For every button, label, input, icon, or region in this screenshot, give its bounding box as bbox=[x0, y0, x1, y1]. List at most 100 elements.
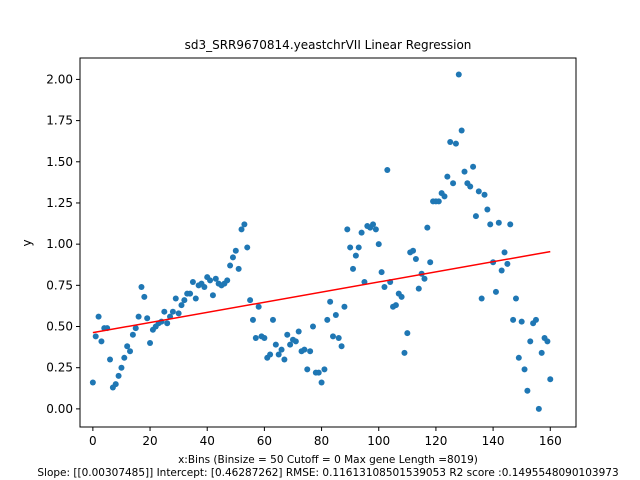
data-point bbox=[512, 295, 519, 302]
data-point bbox=[350, 265, 357, 272]
data-point bbox=[135, 313, 142, 320]
y-axis-ticks: 0.00 0.25 0.50 0.75 1.00 1.25 1.50 1.75 2.00 bbox=[46, 72, 80, 416]
data-point bbox=[307, 348, 314, 355]
y-axis-label: y bbox=[20, 239, 34, 246]
data-point bbox=[475, 188, 482, 195]
data-point bbox=[324, 316, 331, 323]
data-point bbox=[115, 372, 122, 379]
x-tick-label: 120 bbox=[424, 434, 447, 448]
data-point bbox=[121, 354, 128, 361]
data-point bbox=[327, 298, 334, 305]
data-point bbox=[404, 330, 411, 337]
data-point bbox=[515, 354, 522, 361]
data-point bbox=[421, 275, 428, 282]
data-point bbox=[401, 349, 408, 356]
data-point bbox=[358, 229, 365, 236]
data-points bbox=[89, 71, 554, 412]
data-point bbox=[232, 247, 239, 254]
x-tick-label: 100 bbox=[367, 434, 390, 448]
data-point bbox=[332, 311, 339, 318]
data-point bbox=[247, 297, 254, 304]
data-point bbox=[172, 295, 179, 302]
data-point bbox=[224, 277, 231, 284]
data-point bbox=[161, 308, 168, 315]
data-point bbox=[412, 255, 419, 262]
data-point bbox=[518, 318, 525, 325]
x-tick-label: 80 bbox=[314, 434, 329, 448]
data-point bbox=[538, 349, 545, 356]
data-point bbox=[295, 328, 302, 335]
data-point bbox=[375, 241, 382, 248]
data-point bbox=[470, 163, 477, 170]
data-point bbox=[164, 320, 171, 327]
y-tick-label: 0.00 bbox=[46, 402, 73, 416]
data-point bbox=[275, 351, 282, 358]
data-point bbox=[178, 302, 185, 309]
data-point bbox=[341, 303, 348, 310]
data-point bbox=[452, 140, 459, 147]
data-point bbox=[189, 279, 196, 286]
data-point bbox=[527, 338, 534, 345]
data-point bbox=[207, 277, 214, 284]
data-point bbox=[118, 364, 125, 371]
y-tick-label: 1.25 bbox=[46, 196, 73, 210]
x-axis-label: x:Bins (Binsize = 50 Cutoff = 0 Max gene… bbox=[178, 454, 478, 466]
data-point bbox=[352, 252, 359, 259]
data-point bbox=[244, 244, 251, 251]
data-point bbox=[455, 71, 462, 78]
data-point bbox=[507, 221, 514, 228]
data-point bbox=[187, 290, 194, 297]
plot-area bbox=[89, 71, 554, 412]
data-point bbox=[138, 283, 145, 290]
data-point bbox=[444, 173, 451, 180]
data-point bbox=[370, 221, 377, 228]
data-point bbox=[127, 348, 134, 355]
data-point bbox=[547, 376, 554, 383]
x-tick-label: 20 bbox=[142, 434, 157, 448]
data-point bbox=[249, 316, 256, 323]
x-tick-label: 140 bbox=[482, 434, 505, 448]
data-point bbox=[524, 387, 531, 394]
data-point bbox=[392, 302, 399, 309]
data-point bbox=[269, 316, 276, 323]
data-point bbox=[521, 366, 528, 373]
data-point bbox=[309, 323, 316, 330]
data-point bbox=[458, 127, 465, 134]
chart-title: sd3_SRR9670814.yeastchrVII Linear Regres… bbox=[185, 38, 472, 52]
regression-stats-footer: Slope: [[0.00307485]] Intercept: [0.4628… bbox=[37, 467, 618, 479]
data-point bbox=[321, 366, 328, 373]
data-point bbox=[201, 283, 208, 290]
data-point bbox=[284, 331, 291, 338]
regression-line-group bbox=[92, 250, 551, 334]
data-point bbox=[481, 191, 488, 198]
data-point bbox=[267, 351, 274, 358]
data-point bbox=[229, 254, 236, 261]
data-point bbox=[112, 381, 119, 388]
data-point bbox=[415, 285, 422, 292]
data-point bbox=[175, 310, 182, 317]
data-point bbox=[95, 313, 102, 320]
data-point bbox=[495, 219, 502, 226]
data-point bbox=[344, 226, 351, 233]
data-point bbox=[107, 356, 114, 363]
data-point bbox=[461, 168, 468, 175]
data-point bbox=[544, 338, 551, 345]
data-point bbox=[281, 356, 288, 363]
data-point bbox=[378, 269, 385, 276]
y-tick-label: 0.50 bbox=[46, 320, 73, 334]
data-point bbox=[287, 341, 294, 348]
data-point bbox=[381, 283, 388, 290]
data-point bbox=[372, 226, 379, 233]
data-point bbox=[450, 180, 457, 187]
data-point bbox=[472, 213, 479, 220]
data-point bbox=[347, 244, 354, 251]
data-point bbox=[278, 346, 285, 353]
data-point bbox=[535, 405, 542, 412]
data-point bbox=[212, 275, 219, 282]
data-point bbox=[435, 198, 442, 205]
data-point bbox=[252, 335, 259, 342]
data-point bbox=[492, 288, 499, 295]
data-point bbox=[484, 206, 491, 213]
data-point bbox=[147, 339, 154, 346]
data-point bbox=[209, 292, 216, 299]
